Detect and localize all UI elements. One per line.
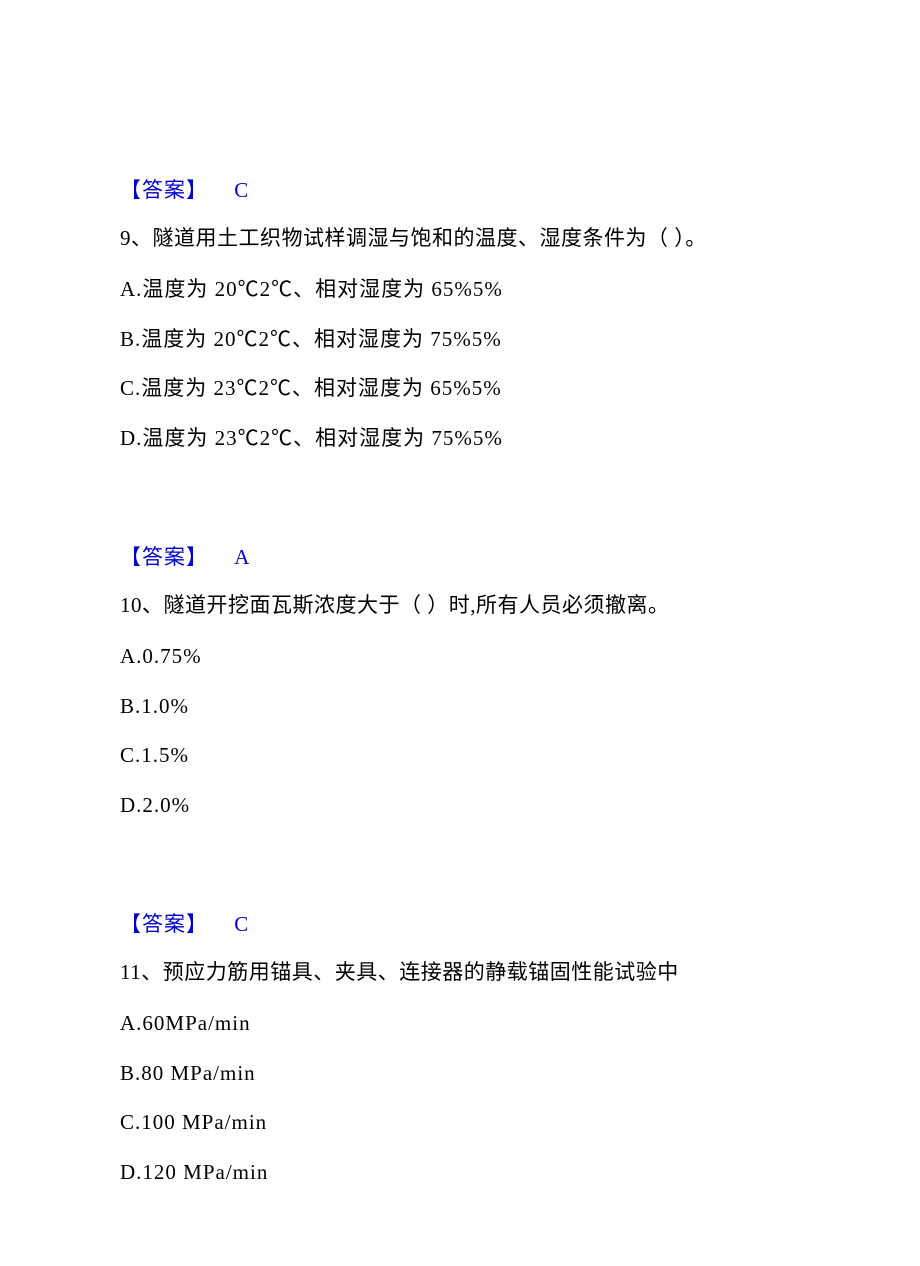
- answer-letter: C: [234, 912, 249, 936]
- answer-label: 【答案】: [120, 912, 208, 936]
- question-10-stem: 10、隧道开挖面瓦斯浓度大于（ ）时,所有人员必须撤离。: [120, 590, 800, 622]
- question-11-option-d: D.120 MPa/min: [120, 1157, 800, 1189]
- question-10-option-a: A.0.75%: [120, 641, 800, 673]
- question-10-option-c: C.1.5%: [120, 740, 800, 772]
- question-9-stem: 9、隧道用土工织物试样调湿与饱和的温度、湿度条件为（ ）。: [120, 223, 800, 255]
- spacer: [120, 472, 800, 542]
- question-10-option-d: D.2.0%: [120, 790, 800, 822]
- question-10-option-b: B.1.0%: [120, 691, 800, 723]
- answer-line-9: 【答案】 A: [120, 542, 800, 574]
- answer-line-8: 【答案】 C: [120, 175, 800, 207]
- document-page: 【答案】 C 9、隧道用土工织物试样调湿与饱和的温度、湿度条件为（ ）。 A.温…: [0, 0, 920, 1266]
- question-11-option-c: C.100 MPa/min: [120, 1107, 800, 1139]
- question-9-option-b: B.温度为 20℃2℃、相对湿度为 75%5%: [120, 324, 800, 356]
- question-11-option-a: A.60MPa/min: [120, 1008, 800, 1040]
- spacer: [120, 839, 800, 909]
- question-11-stem: 11、预应力筋用锚具、夹具、连接器的静载锚固性能试验中: [120, 957, 800, 989]
- answer-letter: C: [234, 178, 249, 202]
- answer-letter: A: [234, 545, 250, 569]
- answer-label: 【答案】: [120, 178, 208, 202]
- answer-label: 【答案】: [120, 545, 208, 569]
- answer-line-10: 【答案】 C: [120, 909, 800, 941]
- question-9-option-d: D.温度为 23℃2℃、相对湿度为 75%5%: [120, 423, 800, 455]
- question-11-option-b: B.80 MPa/min: [120, 1058, 800, 1090]
- question-9-option-a: A.温度为 20℃2℃、相对湿度为 65%5%: [120, 274, 800, 306]
- question-9-option-c: C.温度为 23℃2℃、相对湿度为 65%5%: [120, 373, 800, 405]
